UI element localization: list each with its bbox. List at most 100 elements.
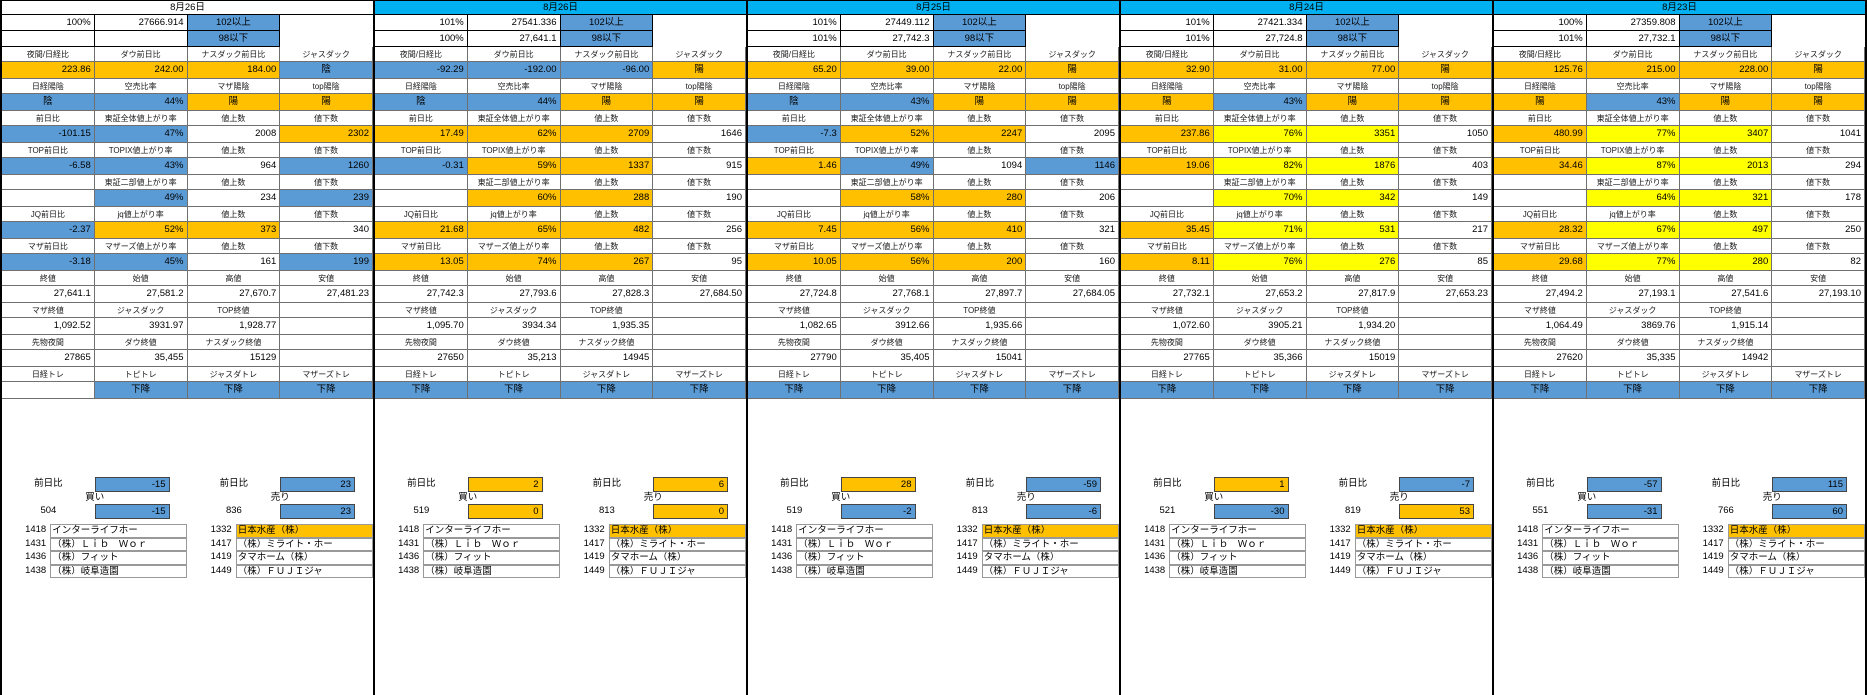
value-cell[interactable] <box>1772 318 1865 335</box>
label-cell[interactable]: 始値 <box>467 271 561 286</box>
value-cell[interactable]: 陰 <box>280 62 373 79</box>
label-cell[interactable]: ナスダック前日比 <box>933 47 1027 62</box>
label-cell[interactable]: ナスダック前日比 <box>187 47 281 62</box>
label-cell[interactable]: JQ前日比 <box>1121 207 1214 222</box>
pct-cell[interactable]: 100% <box>2 15 95 31</box>
label-cell[interactable]: TOP終値 <box>187 303 281 318</box>
label-cell[interactable]: 値上数 <box>1679 175 1773 190</box>
label-cell[interactable]: 東証二部値上がり率 <box>1586 175 1680 190</box>
label-cell[interactable]: top陽陰 <box>653 79 746 94</box>
value-cell[interactable]: 陰 <box>2 94 95 111</box>
label-cell[interactable]: ダウ終値 <box>467 335 561 350</box>
value-cell[interactable]: 陽 <box>933 94 1027 111</box>
label-cell[interactable]: 東証全体値上がり率 <box>1586 111 1680 126</box>
stock-name[interactable]: （株）ＦＵＪＩジャ <box>981 564 1119 578</box>
label-cell[interactable]: マザーズ値上がり率 <box>1213 239 1307 254</box>
value-cell[interactable]: -3.18 <box>2 254 95 271</box>
label-cell[interactable]: 値下数 <box>1772 143 1865 158</box>
label-cell[interactable]: 日経陽陰 <box>748 79 841 94</box>
label-cell[interactable] <box>2 175 95 190</box>
stock-name[interactable]: （株）ＦＵＪＩジャ <box>235 564 373 578</box>
label-cell[interactable]: 値上数 <box>187 239 281 254</box>
value-cell[interactable]: 27,724.8 <box>748 286 841 303</box>
label-cell[interactable]: JQ前日比 <box>2 207 95 222</box>
value-cell[interactable]: 1337 <box>560 158 654 175</box>
trend-cell[interactable]: 下降 <box>1121 382 1214 399</box>
stock-name[interactable]: （株）ミライト・ホー <box>981 537 1119 551</box>
value-cell[interactable]: 19.06 <box>1121 158 1214 175</box>
value-cell[interactable]: 27790 <box>748 350 841 367</box>
label-cell[interactable]: 夜間/日経比 <box>1494 47 1587 62</box>
label-cell[interactable]: 値下数 <box>1772 207 1865 222</box>
label-cell[interactable]: 値上数 <box>560 143 654 158</box>
value-cell[interactable]: 480.99 <box>1494 126 1587 143</box>
value-cell[interactable]: 2095 <box>1026 126 1119 143</box>
value-cell[interactable]: -192.00 <box>467 62 561 79</box>
label-cell[interactable]: 高値 <box>560 271 654 286</box>
value-cell[interactable]: 陽 <box>280 94 373 111</box>
value-cell[interactable]: 76% <box>1213 254 1307 271</box>
label-cell[interactable]: 値上数 <box>560 175 654 190</box>
value-cell[interactable]: 288 <box>560 190 654 207</box>
label-cell[interactable]: ダウ前日比 <box>94 47 188 62</box>
label-cell[interactable]: 安値 <box>1772 271 1865 286</box>
count-change-value[interactable]: 60 <box>1772 504 1847 519</box>
label-cell[interactable]: 東証二部値上がり率 <box>840 175 934 190</box>
value-cell[interactable]: 陽 <box>1399 94 1492 111</box>
label-cell[interactable]: top陽陰 <box>280 79 373 94</box>
label-cell[interactable]: マザ前日比 <box>2 239 95 254</box>
value-cell[interactable]: 87% <box>1586 158 1680 175</box>
value-cell[interactable]: 200 <box>933 254 1027 271</box>
value-cell[interactable]: 497 <box>1679 222 1773 239</box>
threshold-cell[interactable]: 98以下 <box>933 31 1027 47</box>
label-cell[interactable]: 値上数 <box>1306 111 1400 126</box>
trend-cell[interactable]: 下降 <box>560 382 654 399</box>
value-cell[interactable]: 27,684.50 <box>653 286 746 303</box>
label-cell[interactable] <box>653 335 746 350</box>
value-cell[interactable]: 65.20 <box>748 62 841 79</box>
label-cell[interactable]: 日経トレ <box>1121 367 1214 382</box>
value-cell[interactable]: 70% <box>1213 190 1307 207</box>
threshold-cell[interactable]: 102以上 <box>933 15 1027 31</box>
label-cell[interactable] <box>1026 335 1119 350</box>
label-cell[interactable]: 夜間/日経比 <box>375 47 468 62</box>
change-value[interactable]: 2 <box>467 477 543 492</box>
trend-cell[interactable]: 下降 <box>375 382 468 399</box>
label-cell[interactable]: ジャスダトレ <box>560 367 654 382</box>
label-cell[interactable]: マザ陽陰 <box>1679 79 1773 94</box>
label-cell[interactable]: 東証全体値上がり率 <box>94 111 188 126</box>
count-change-value[interactable]: 53 <box>1399 504 1474 519</box>
label-cell[interactable]: JQ前日比 <box>1494 207 1587 222</box>
label-cell[interactable]: 値上数 <box>1306 239 1400 254</box>
label-cell[interactable]: 夜間/日経比 <box>748 47 841 62</box>
change-value[interactable]: 23 <box>280 477 355 492</box>
label-cell[interactable]: 値上数 <box>1679 143 1773 158</box>
label-cell[interactable]: 東証二部値上がり率 <box>94 175 188 190</box>
stock-name[interactable]: （株）フィット <box>796 551 934 565</box>
value-cell[interactable]: 1050 <box>1399 126 1492 143</box>
stock-name[interactable]: （株）ミライト・ホー <box>235 537 373 551</box>
trend-cell[interactable]: 下降 <box>1494 382 1587 399</box>
value-cell[interactable]: 76% <box>1213 126 1307 143</box>
value-cell[interactable]: 56% <box>840 222 934 239</box>
change-value[interactable]: 28 <box>840 477 916 492</box>
trend-cell[interactable]: 下降 <box>94 382 188 399</box>
label-cell[interactable]: TOP前日比 <box>1121 143 1214 158</box>
value-cell[interactable]: 39.00 <box>840 62 934 79</box>
label-cell[interactable]: 始値 <box>1586 271 1680 286</box>
stock-name[interactable]: （株）フィット <box>1169 551 1307 565</box>
label-cell[interactable]: マザーズトレ <box>1026 367 1119 382</box>
value-cell[interactable]: 373 <box>187 222 281 239</box>
label-cell[interactable]: マザ終値 <box>1121 303 1214 318</box>
label-cell[interactable]: トピトレ <box>1586 367 1680 382</box>
label-cell[interactable]: TOPIX値上がり率 <box>1586 143 1680 158</box>
label-cell[interactable]: 値下数 <box>280 175 373 190</box>
value-cell[interactable]: 31.00 <box>1213 62 1307 79</box>
value-cell[interactable]: 陽 <box>1306 94 1400 111</box>
value-cell[interactable]: 1,082.65 <box>748 318 841 335</box>
value-cell[interactable]: 321 <box>1026 222 1119 239</box>
label-cell[interactable]: 日経トレ <box>2 367 95 382</box>
value-cell[interactable]: 2247 <box>933 126 1027 143</box>
label-cell[interactable]: マザ終値 <box>2 303 95 318</box>
change-value[interactable]: 115 <box>1772 477 1847 492</box>
